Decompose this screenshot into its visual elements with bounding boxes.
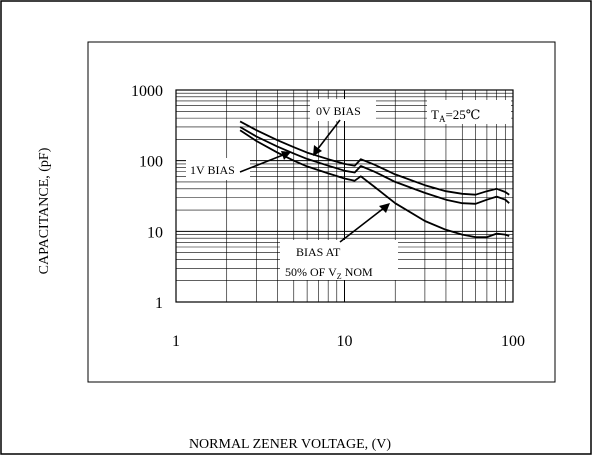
x-axis-title: NORMAL ZENER VOLTAGE, (V) bbox=[189, 437, 391, 452]
half-bias-label-line2: 50% OF VZ NOM bbox=[285, 265, 373, 281]
series-curve-1 bbox=[239, 120, 510, 196]
temperature-label: TA=25℃ bbox=[431, 107, 480, 124]
one-bias-arrow bbox=[239, 154, 284, 173]
y-tick-label: 1000 bbox=[131, 83, 163, 100]
series-curves bbox=[239, 120, 510, 238]
x-tick-label: 1 bbox=[172, 333, 180, 350]
temperature-label-box bbox=[427, 100, 511, 124]
half-bias-label-main: 50% OF V bbox=[285, 265, 337, 279]
zero-bias-arrow bbox=[316, 119, 341, 151]
chart-panel bbox=[87, 41, 556, 383]
y-tick-label: 1 bbox=[155, 295, 163, 312]
one-bias-arrowhead bbox=[281, 151, 291, 160]
plot-area bbox=[175, 89, 514, 303]
series-curve-2 bbox=[239, 126, 510, 205]
zero-bias-label-box bbox=[310, 99, 376, 121]
one-bias-label: 1V BIAS bbox=[190, 163, 235, 177]
half-bias-arrow bbox=[339, 207, 385, 243]
one-bias-label-box bbox=[186, 158, 250, 180]
annotation-arrows bbox=[239, 119, 390, 243]
zero-bias-label: 0V BIAS bbox=[316, 104, 361, 118]
temperature-label-rest: =25℃ bbox=[445, 107, 480, 122]
x-tick-label: 10 bbox=[337, 333, 353, 350]
y-axis-title: CAPACITANCE, (pF) bbox=[37, 147, 52, 274]
half-bias-arrowhead bbox=[379, 203, 390, 213]
zero-bias-arrowhead bbox=[313, 145, 322, 156]
half-bias-label-line1: BIAS AT bbox=[296, 245, 341, 259]
half-bias-label-box bbox=[280, 240, 398, 280]
temperature-label-subscript: A bbox=[439, 114, 446, 124]
half-bias-label-rest: NOM bbox=[342, 265, 373, 279]
tick-labels: 1 10 100 1 10 100 1000 bbox=[131, 83, 525, 350]
y-tick-label: 100 bbox=[139, 154, 163, 171]
y-tick-label: 10 bbox=[147, 224, 163, 241]
x-tick-label: 100 bbox=[501, 333, 525, 350]
temperature-label-main: T bbox=[431, 107, 439, 122]
half-bias-label-subscript: Z bbox=[337, 272, 342, 281]
series-curve-3 bbox=[239, 129, 510, 238]
